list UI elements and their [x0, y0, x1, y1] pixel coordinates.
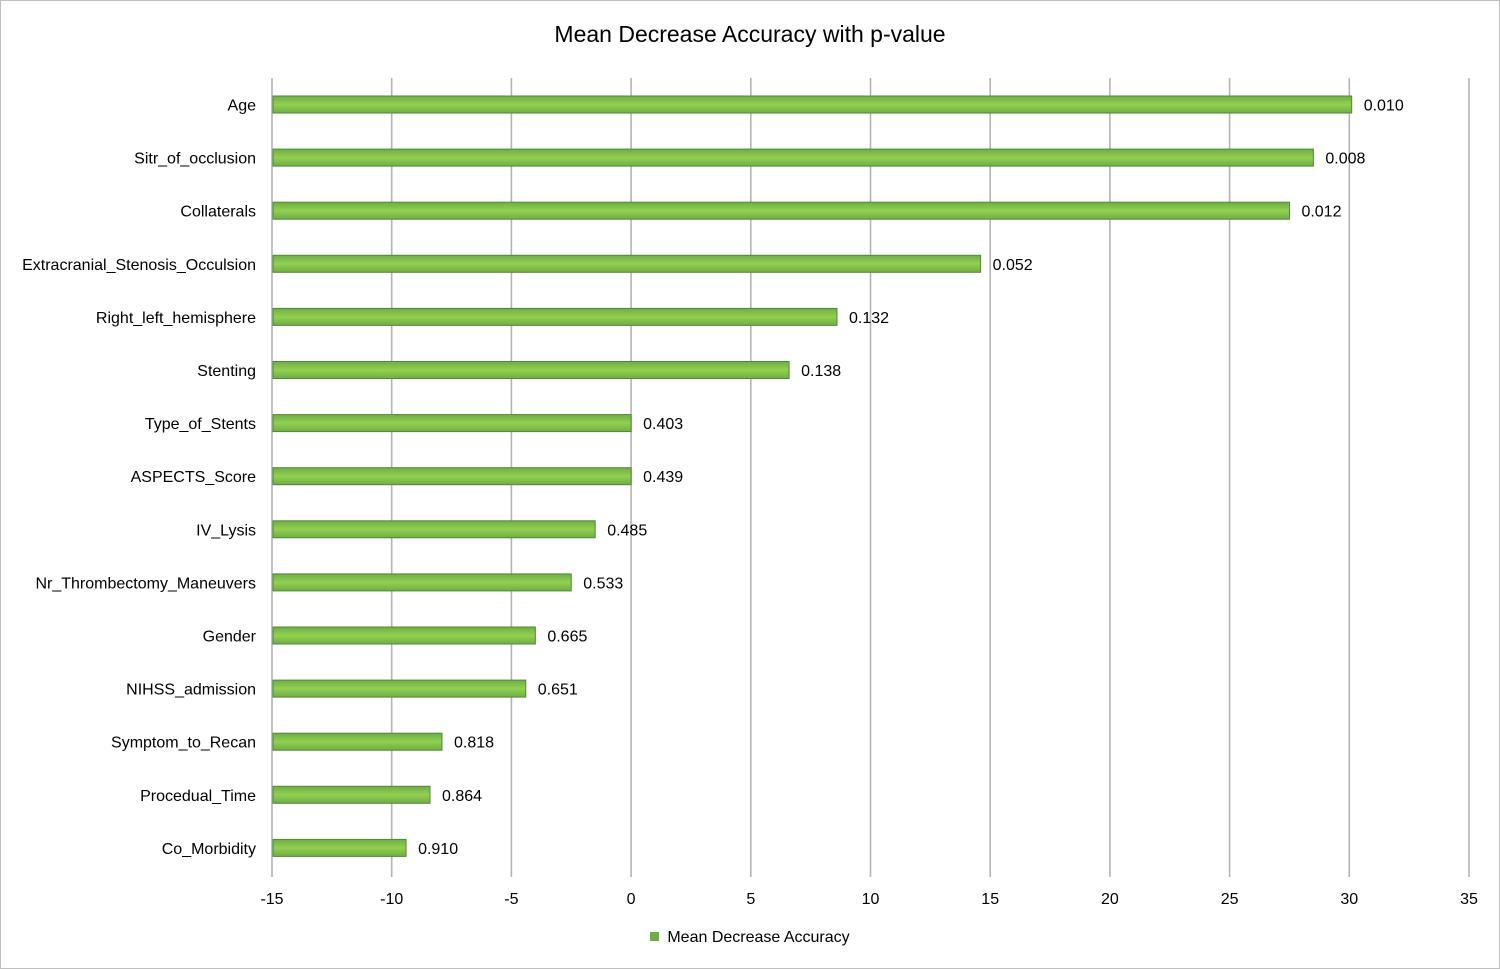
y-category-label: Co_Morbidity — [162, 841, 256, 858]
x-tick-label: -5 — [504, 891, 518, 908]
data-label: 0.008 — [1325, 151, 1365, 168]
chart-title: Mean Decrease Accuracy with p-value — [554, 21, 946, 47]
data-label: 0.012 — [1301, 204, 1341, 221]
bar — [272, 626, 536, 645]
x-tick-label: 20 — [1101, 891, 1119, 908]
data-label: 0.439 — [643, 469, 683, 486]
legend-label: Mean Decrease Accuracy — [667, 929, 850, 946]
data-label: 0.910 — [418, 841, 458, 858]
x-tick-label: -15 — [260, 891, 283, 908]
data-label: 0.052 — [993, 257, 1033, 274]
bar — [272, 307, 838, 326]
data-label: 0.533 — [583, 575, 623, 592]
data-label: 0.403 — [643, 416, 683, 433]
bar — [272, 361, 790, 379]
data-label: 0.818 — [454, 735, 494, 752]
bar — [272, 95, 1353, 114]
bar — [272, 732, 443, 751]
y-category-label: Type_of_Stents — [145, 416, 256, 433]
data-label: 0.665 — [547, 629, 587, 646]
x-tick-label: 0 — [627, 891, 636, 908]
x-tick-label: 35 — [1460, 891, 1478, 908]
y-category-label: NIHSS_admission — [126, 682, 256, 699]
bar — [272, 679, 527, 698]
y-category-label: Age — [228, 98, 257, 115]
x-tick-label: -10 — [380, 891, 403, 908]
data-label: 0.651 — [538, 682, 578, 699]
data-label: 0.864 — [442, 788, 482, 805]
bar — [272, 201, 1290, 220]
x-tick-label: 15 — [981, 891, 999, 908]
bar — [272, 573, 572, 592]
data-label: 0.132 — [849, 310, 889, 327]
data-label: 0.138 — [801, 363, 841, 380]
x-tick-label: 10 — [862, 891, 880, 908]
bar — [272, 254, 982, 273]
y-category-label: Right_left_hemisphere — [96, 310, 256, 327]
x-tick-label: 30 — [1340, 891, 1358, 908]
y-category-label: Extracranial_Stenosis_Occulsion — [22, 257, 256, 274]
bar — [272, 520, 596, 539]
data-label: 0.010 — [1364, 98, 1404, 115]
y-category-label: ASPECTS_Score — [131, 469, 256, 486]
y-category-label: Gender — [203, 629, 257, 646]
y-category-label: Procedual_Time — [140, 788, 256, 805]
bar — [272, 148, 1314, 167]
y-category-label: Collaterals — [180, 204, 256, 221]
data-label: 0.485 — [607, 522, 647, 539]
x-tick-label: 5 — [746, 891, 755, 908]
legend: Mean Decrease Accuracy — [1, 929, 1499, 947]
y-category-label: Stenting — [197, 363, 256, 380]
bar — [272, 785, 431, 804]
legend-swatch — [650, 932, 660, 941]
y-category-label: Symptom_to_Recan — [111, 735, 256, 752]
bar — [272, 838, 407, 857]
y-category-label: Sitr_of_occlusion — [134, 151, 256, 168]
x-tick-label: 25 — [1221, 891, 1239, 908]
y-category-label: Nr_Thrombectomy_Maneuvers — [35, 575, 256, 592]
y-category-label: IV_Lysis — [196, 522, 256, 539]
bar — [272, 414, 632, 433]
bar — [272, 467, 632, 486]
